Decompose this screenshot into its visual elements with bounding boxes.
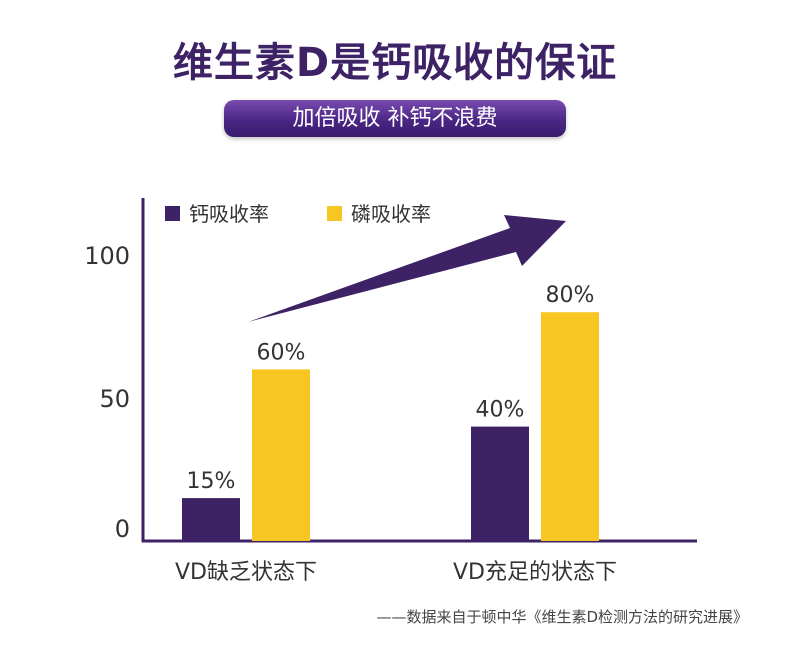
data-label: 60% <box>257 340 306 365</box>
bar <box>471 426 529 541</box>
page-title: 维生素D是钙吸收的保证 <box>172 40 618 86</box>
subtitle-banner: 加倍吸收 补钙不浪费 <box>224 100 566 137</box>
bar <box>252 369 310 541</box>
x-category-label: VD充足的状态下 <box>453 560 617 585</box>
trend-arrow-icon <box>248 215 566 322</box>
data-label: 40% <box>476 398 525 423</box>
legend-swatch <box>165 206 180 221</box>
data-label: 80% <box>546 283 595 308</box>
source-note: ——数据来自于顿中华《维生素D检测方法的研究进展》 <box>376 608 748 626</box>
data-label: 15% <box>187 469 236 494</box>
y-tick-label: 0 <box>115 515 130 543</box>
y-tick-label: 100 <box>84 242 130 270</box>
bar <box>541 312 599 541</box>
legend-label: 磷吸收率 <box>351 202 431 226</box>
legend-label: 钙吸收率 <box>189 202 269 226</box>
y-tick-label: 50 <box>99 385 130 413</box>
x-category-label: VD缺乏状态下 <box>175 560 317 585</box>
legend-swatch <box>327 206 342 221</box>
bar <box>182 498 240 541</box>
